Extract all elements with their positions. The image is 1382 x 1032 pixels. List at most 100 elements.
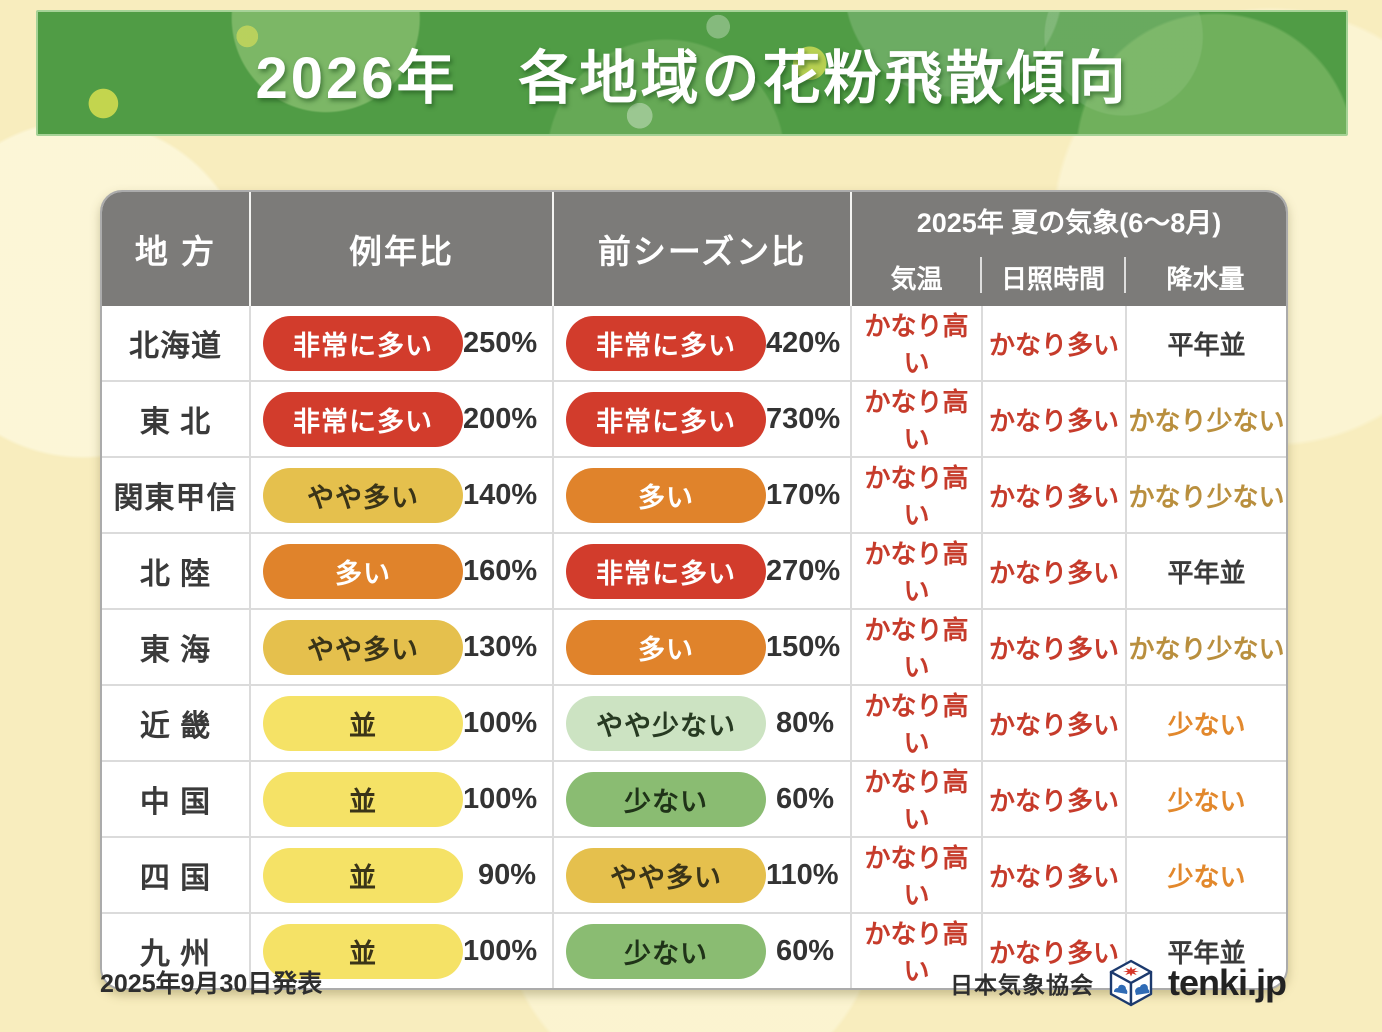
level-pill: やや少ない [566,695,766,751]
table-row: 東 北 非常に多い 200% 非常に多い 730% かなり高い かなり多い かなり少… [102,380,1286,456]
region-name: 東 北 [102,380,249,456]
percent-value: 170% [766,478,841,511]
sunshine-cell: かなり多い [981,380,1125,456]
tenki-brand: tenki.jp [1167,962,1287,1003]
vs-average-cell: 多い 160% [249,532,552,608]
tenki-cube-icon [1108,958,1154,1008]
temperature-cell: かなり高い [850,760,981,836]
precipitation-cell: 平年並 [1125,532,1286,608]
level-pill: 非常に多い [263,391,463,447]
table-row: 北 陸 多い 160% 非常に多い 270% かなり高い かなり多い 平年並 [102,532,1286,608]
vs-prev-cell: 非常に多い 420% [552,306,850,380]
header-vs-average: 例年比 [249,192,552,306]
header-sunshine: 日照時間 [980,248,1125,306]
sunshine-cell: かなり多い [981,456,1125,532]
table-row: 中 国 並 100% 少ない 60% かなり高い かなり多い 少ない [102,760,1286,836]
precipitation-cell: 平年並 [1125,912,1286,988]
percent-value: 90% [477,858,536,891]
percent-value: 730% [766,402,841,435]
temperature-cell: かなり高い [850,456,981,532]
table-header: 地 方 例年比 前シーズン比 2025年 夏の気象(6～8月) 気温 日照時間 … [102,192,1286,306]
title-banner: 2026年 各地域の花粉飛散傾向 [36,10,1348,136]
sunshine-cell: かなり多い [981,836,1125,912]
table-row: 関東甲信 やや多い 140% 多い 170% かなり高い かなり多い かなり少ない [102,456,1286,532]
temperature-cell: かなり高い [850,532,981,608]
vs-average-cell: 非常に多い 200% [249,380,552,456]
header-summer-weather-group: 2025年 夏の気象(6～8月) [850,192,1286,248]
level-pill: やや多い [263,619,463,675]
percent-value: 60% [775,934,834,967]
level-pill: 少ない [566,923,766,979]
temperature-cell: かなり高い [850,380,981,456]
level-pill: やや多い [566,847,766,903]
vs-average-cell: 並 90% [249,836,552,912]
temperature-cell: かなり高い [850,684,981,760]
percent-value: 100% [463,934,538,967]
percent-value: 200% [463,402,538,435]
sunshine-cell: かなり多い [981,608,1125,684]
temperature-cell: かなり高い [850,836,981,912]
sunshine-cell: かなり多い [981,912,1125,988]
table-row: 北海道 非常に多い 250% 非常に多い 420% かなり高い かなり多い 平年並 [102,306,1286,380]
level-pill: 並 [263,771,463,827]
level-pill: 並 [263,695,463,751]
page-title: 2026年 各地域の花粉飛散傾向 [255,46,1129,111]
vs-average-cell: 非常に多い 250% [249,306,552,380]
header-temperature: 気温 [850,248,981,306]
percent-value: 130% [463,630,538,663]
percent-value: 150% [766,630,841,663]
level-pill: 並 [263,923,463,979]
vs-prev-cell: 少ない 60% [552,760,850,836]
level-pill: やや多い [263,467,463,523]
precipitation-cell: 少ない [1125,760,1286,836]
level-pill: 非常に多い [566,315,766,371]
percent-value: 80% [775,706,834,739]
vs-prev-cell: 多い 170% [552,456,850,532]
region-name: 九 州 [102,912,249,988]
region-name: 中 国 [102,760,249,836]
percent-value: 270% [766,554,841,587]
region-name: 北海道 [102,306,249,380]
percent-value: 160% [463,554,538,587]
temperature-cell: かなり高い [850,608,981,684]
pollen-forecast-table: 地 方 例年比 前シーズン比 2025年 夏の気象(6～8月) 気温 日照時間 … [100,190,1288,990]
precipitation-cell: かなり少ない [1125,380,1286,456]
temperature-cell: かなり高い [850,306,981,380]
percent-value: 250% [463,326,538,359]
level-pill: 並 [263,847,463,903]
sunshine-cell: かなり多い [981,760,1125,836]
percent-value: 60% [775,782,834,815]
sunshine-cell: かなり多い [981,532,1125,608]
precipitation-cell: かなり少ない [1125,608,1286,684]
table-row: 四 国 並 90% やや多い 110% かなり高い かなり多い 少ない [102,836,1286,912]
region-name: 北 陸 [102,532,249,608]
level-pill: 非常に多い [263,315,463,371]
header-vs-prev-season: 前シーズン比 [552,192,850,306]
table-row: 東 海 やや多い 130% 多い 150% かなり高い かなり多い かなり少ない [102,608,1286,684]
percent-value: 100% [463,706,538,739]
vs-prev-cell: 非常に多い 270% [552,532,850,608]
percent-value: 110% [766,858,839,891]
brand-block: 日本気象協会 tenki.jp [950,958,1287,1008]
vs-average-cell: やや多い 140% [249,456,552,532]
level-pill: 多い [263,543,463,599]
precipitation-cell: 少ない [1125,836,1286,912]
region-name: 近 畿 [102,684,249,760]
percent-value: 100% [463,782,538,815]
temperature-cell: かなり高い [850,912,981,988]
vs-prev-cell: 非常に多い 730% [552,380,850,456]
level-pill: 少ない [566,771,766,827]
region-name: 関東甲信 [102,456,249,532]
vs-average-cell: 並 100% [249,912,552,988]
level-pill: 多い [566,467,766,523]
header-precipitation: 降水量 [1123,248,1286,306]
vs-prev-cell: やや少ない 80% [552,684,850,760]
vs-average-cell: やや多い 130% [249,608,552,684]
precipitation-cell: 少ない [1125,684,1286,760]
vs-prev-cell: やや多い 110% [552,836,850,912]
region-name: 東 海 [102,608,249,684]
precipitation-cell: 平年並 [1125,306,1286,380]
level-pill: 非常に多い [566,391,766,447]
publish-date: 2025年9月30日発表 [100,970,323,998]
sunshine-cell: かなり多い [981,684,1125,760]
